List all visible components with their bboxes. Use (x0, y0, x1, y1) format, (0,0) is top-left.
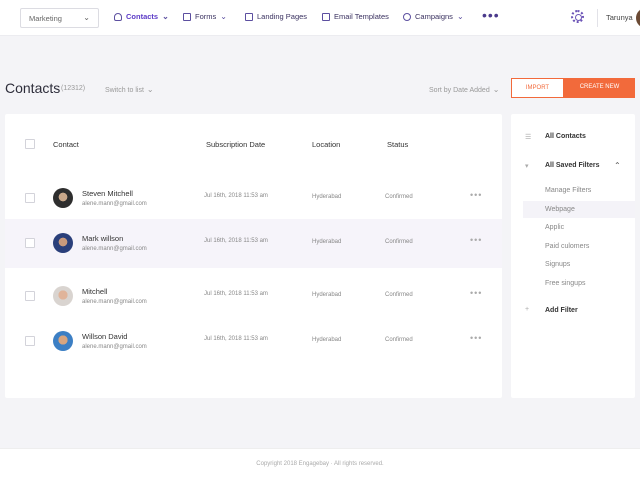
chevron-down-icon: ⌄ (220, 12, 227, 21)
select-all-checkbox[interactable] (25, 139, 35, 149)
target-icon (403, 12, 411, 21)
plus-icon: + (525, 306, 530, 313)
row-actions-button[interactable]: ••• (470, 235, 483, 245)
workspace-select[interactable]: Marketing ⌄ (20, 8, 99, 28)
nav-forms[interactable]: Forms ⌄ (183, 12, 227, 21)
chevron-up-icon[interactable]: ⌃ (614, 161, 621, 170)
contact-email: alene.mann@gmail.com (82, 344, 147, 350)
filters-panel: ☰ All Contacts ▾ All Saved Filters ⌃ Man… (511, 114, 635, 398)
table-row[interactable]: Mitchell alene.mann@gmail.com Jul 16th, … (5, 272, 502, 321)
location: Hyderabad (312, 239, 342, 245)
create-new-button[interactable]: CREATE NEW (564, 78, 635, 98)
chevron-down-icon: ⌄ (162, 12, 169, 21)
row-checkbox[interactable] (25, 238, 35, 248)
contact-count: (12312) (61, 85, 86, 92)
all-saved-filters-toggle[interactable]: All Saved Filters (545, 162, 600, 169)
sort-dropdown[interactable]: Sort by Date Added ⌄ (429, 85, 499, 94)
chevron-down-icon: ⌄ (456, 12, 464, 21)
chevron-down-icon: ⌄ (492, 85, 500, 94)
filter-item[interactable]: Free singups (545, 280, 586, 287)
username[interactable]: Tarunya (606, 13, 633, 22)
filter-item[interactable]: Signups (545, 261, 571, 268)
nav-landing-pages-label: Landing Pages (257, 12, 308, 21)
form-icon (183, 12, 191, 21)
subscription-date: Jul 16th, 2018 11:53 am (204, 291, 268, 297)
avatar (53, 331, 73, 351)
nav-campaigns[interactable]: Campaigns ⌄ (403, 12, 464, 21)
footer (0, 448, 640, 480)
gear-icon[interactable] (571, 10, 584, 23)
top-navigation: Marketing ⌄ Contacts ⌄ Forms ⌄ Landing P… (0, 0, 640, 36)
chevron-down-icon: ⌄ (83, 13, 90, 22)
table-row[interactable]: Willson David alene.mann@gmail.com Jul 1… (5, 317, 502, 366)
row-actions-button[interactable]: ••• (470, 333, 483, 343)
copyright-text: Copyright 2018 Engagebay · All rights re… (256, 461, 384, 467)
switch-to-list-label: Switch to list (105, 87, 144, 94)
row-checkbox[interactable] (25, 291, 35, 301)
all-contacts-link[interactable]: All Contacts (545, 133, 586, 140)
template-icon (322, 12, 330, 21)
filter-item[interactable]: Manage Filters (545, 187, 592, 194)
sort-label: Sort by Date Added (429, 87, 490, 94)
row-checkbox[interactable] (25, 336, 35, 346)
column-header-status[interactable]: Status (387, 140, 409, 149)
subscription-date: Jul 16th, 2018 11:53 am (204, 193, 268, 199)
add-filter-button[interactable]: Add Filter (545, 307, 578, 314)
chevron-down-icon: ⌄ (146, 85, 154, 94)
column-header-subscription-date[interactable]: Subscription Date (206, 140, 266, 149)
avatar (53, 233, 73, 253)
page-title: Contacts (5, 80, 61, 96)
contact-email: alene.mann@gmail.com (82, 201, 147, 207)
import-button[interactable]: IMPORT (511, 78, 564, 98)
contact-email: alene.mann@gmail.com (82, 246, 147, 252)
subscription-date: Jul 16th, 2018 11:53 am (204, 336, 268, 342)
nav-contacts-label: Contacts (126, 12, 159, 21)
filter-item[interactable]: Applic (545, 224, 565, 231)
contact-email: alene.mann@gmail.com (82, 299, 147, 305)
table-row[interactable]: Steven Mitchell alene.mann@gmail.com Jul… (5, 174, 502, 223)
monitor-icon (245, 12, 253, 21)
status: Confirmed (385, 239, 413, 245)
nav-forms-label: Forms (195, 12, 217, 21)
list-icon: ☰ (525, 134, 532, 141)
row-actions-button[interactable]: ••• (470, 190, 483, 200)
location: Hyderabad (312, 194, 342, 200)
row-actions-button[interactable]: ••• (470, 288, 483, 298)
more-menu-button[interactable]: ••• (482, 7, 500, 23)
column-header-location[interactable]: Location (312, 140, 341, 149)
contact-name[interactable]: Mark willson (82, 234, 124, 243)
nav-email-templates[interactable]: Email Templates (322, 12, 389, 21)
nav-landing-pages[interactable]: Landing Pages (245, 12, 307, 21)
contact-name[interactable]: Willson David (82, 332, 128, 341)
row-checkbox[interactable] (25, 193, 35, 203)
subscription-date: Jul 16th, 2018 11:53 am (204, 238, 268, 244)
workspace-select-label: Marketing (29, 14, 62, 23)
nav-contacts[interactable]: Contacts ⌄ (114, 12, 169, 21)
filter-item[interactable]: Paid culomers (545, 243, 590, 250)
nav-campaigns-label: Campaigns (415, 12, 453, 21)
contact-name[interactable]: Steven Mitchell (82, 189, 133, 198)
location: Hyderabad (312, 292, 342, 298)
table-row[interactable]: Mark willson alene.mann@gmail.com Jul 16… (5, 219, 502, 268)
filter-item[interactable]: Webpage (545, 206, 575, 213)
contact-name[interactable]: Mitchell (82, 287, 108, 296)
avatar (53, 286, 73, 306)
column-header-contact[interactable]: Contact (53, 140, 79, 149)
switch-to-list-dropdown[interactable]: Switch to list ⌄ (105, 85, 154, 94)
status: Confirmed (385, 194, 413, 200)
avatar[interactable] (636, 8, 640, 28)
avatar (53, 188, 73, 208)
location: Hyderabad (312, 337, 342, 343)
selected-filter-highlight (523, 201, 635, 218)
contacts-table: Contact Subscription Date Location Statu… (5, 114, 502, 398)
nav-email-templates-label: Email Templates (334, 12, 389, 21)
status: Confirmed (385, 292, 413, 298)
status: Confirmed (385, 337, 413, 343)
person-icon (114, 12, 122, 21)
filter-icon: ▾ (525, 163, 529, 170)
nav-divider (597, 9, 598, 27)
